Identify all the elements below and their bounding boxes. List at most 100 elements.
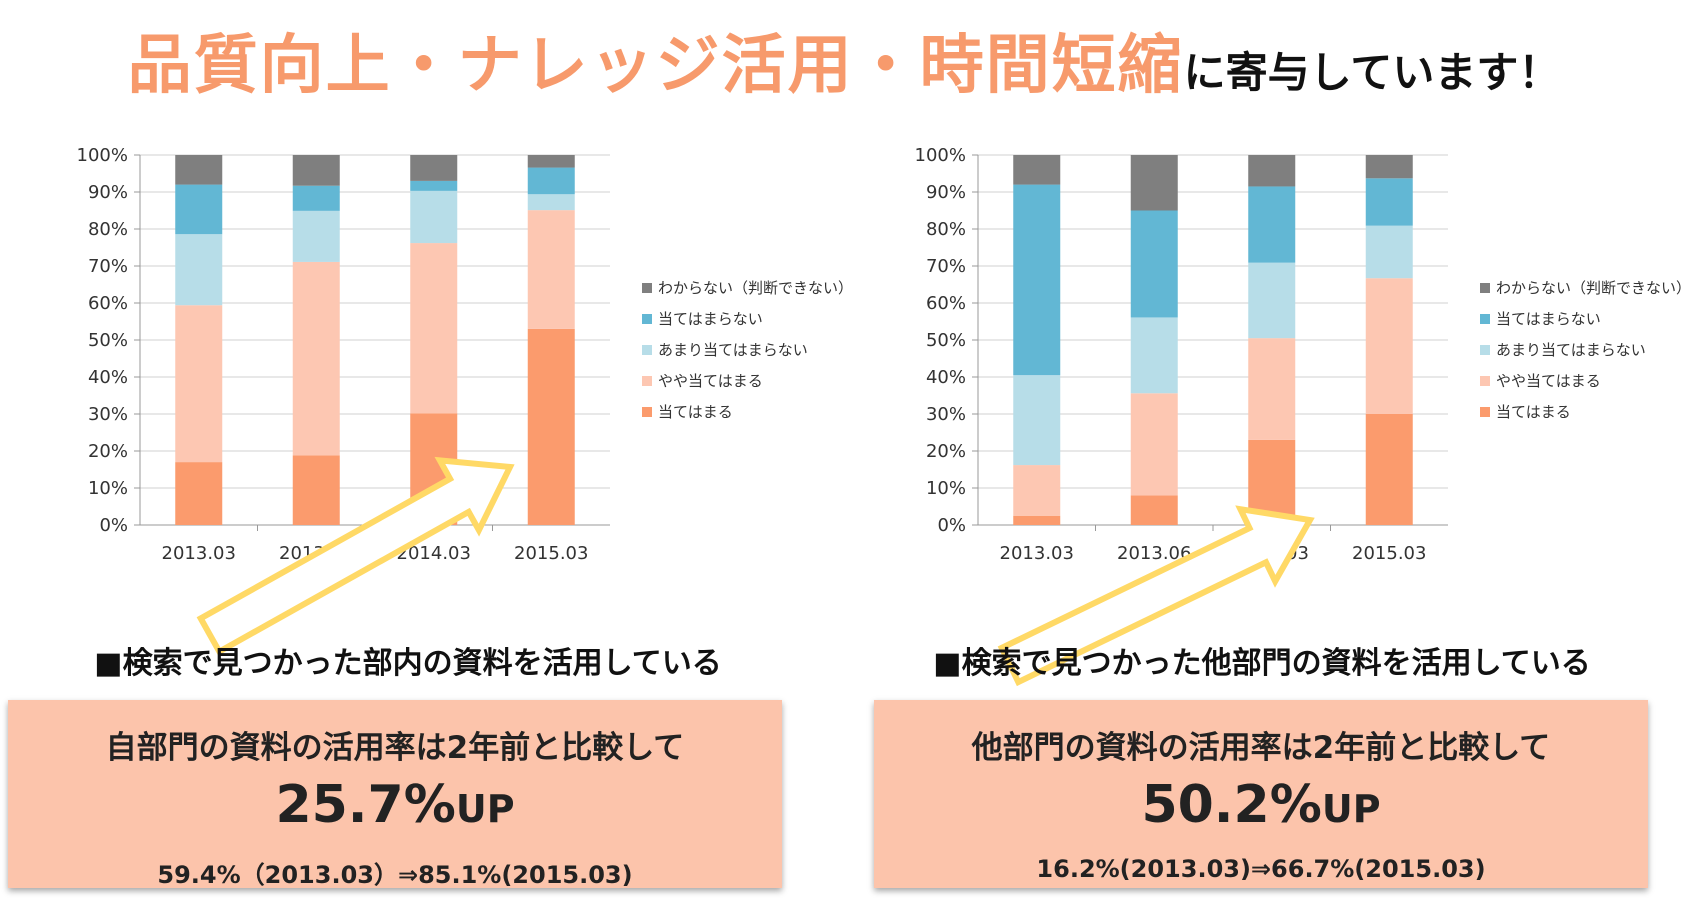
bar-segment [1013, 515, 1061, 525]
y-tick-label: 10% [926, 478, 966, 499]
y-tick-label: 40% [88, 367, 128, 388]
y-tick-label: 50% [88, 330, 128, 351]
legend-label: わからない（判断できない） [1496, 279, 1688, 297]
x-tick-label: 2014.03 [397, 543, 471, 564]
y-tick-label: 30% [88, 404, 128, 425]
y-tick-label: 80% [88, 219, 128, 240]
trend-arrow [196, 456, 515, 656]
y-tick-label: 60% [88, 293, 128, 314]
y-tick-label: 90% [88, 182, 128, 203]
legend-swatch [1480, 407, 1490, 417]
summary-text: 自部門の資料の活用率は2年前と比較して [105, 730, 685, 766]
y-tick-label: 10% [88, 478, 128, 499]
bar-segment [292, 210, 340, 262]
legend-swatch [642, 283, 652, 293]
summary-unit: UP [455, 787, 515, 831]
legend-swatch [1480, 283, 1490, 293]
bar-segment [1013, 465, 1061, 516]
y-tick-label: 30% [926, 404, 966, 425]
x-tick-label: 2015.03 [514, 543, 588, 564]
summary-value: 25.7% [275, 775, 456, 835]
bar-segment [292, 261, 340, 456]
bar-segment [410, 243, 458, 414]
y-tick-label: 20% [88, 441, 128, 462]
bar-segment [175, 234, 223, 306]
y-tick-label: 100% [77, 145, 128, 166]
legend-label: 当てはまらない [1496, 310, 1601, 328]
legend-swatch [642, 376, 652, 386]
summary-highlight: 25.7%UP [8, 773, 782, 849]
bar-segment [1365, 225, 1413, 279]
bar-segment [292, 185, 340, 211]
legend-label: 当てはまらない [658, 310, 763, 328]
bar-segment [175, 305, 223, 463]
bar-segment [1365, 278, 1413, 414]
chart-caption-own-department: ■検索で見つかった部内の資料を活用している [94, 646, 722, 681]
bar-segment [1130, 317, 1178, 394]
legend-swatch [1480, 345, 1490, 355]
bar-segment [527, 194, 575, 211]
y-tick-label: 100% [915, 145, 966, 166]
legend-swatch [642, 407, 652, 417]
bar-segment [527, 155, 575, 168]
summary-value: 50.2% [1141, 775, 1322, 835]
legend-swatch [642, 345, 652, 355]
y-tick-label: 20% [926, 441, 966, 462]
bar-segment [1013, 155, 1061, 185]
bar-segment [175, 462, 223, 525]
summary-detail: 59.4%（2013.03）⇒85.1%(2015.03) [157, 861, 633, 889]
bar-segment [410, 155, 458, 181]
summary-unit: UP [1321, 787, 1381, 831]
bar-segment [410, 180, 458, 191]
bar-segment [1248, 155, 1296, 187]
chart-other-departments: 0% 10% 20% 30% 40% 50% 60% 70% 80% 90% 100% 2013.03… [915, 145, 1688, 687]
bar-segment [1013, 184, 1061, 376]
bar-segment [1365, 155, 1413, 179]
legend-label: 当てはまる [658, 403, 733, 421]
legend-swatch [1480, 376, 1490, 386]
y-tick-label: 40% [926, 367, 966, 388]
bar-segment [1130, 210, 1178, 318]
headline-sub: に寄与しています！ [1183, 48, 1561, 97]
y-tick-label: 90% [926, 182, 966, 203]
bar-segment [527, 167, 575, 195]
y-tick-label: 50% [926, 330, 966, 351]
bar-segment [292, 455, 340, 525]
summary-detail: 16.2%(2013.03)⇒66.7%(2015.03) [1036, 855, 1486, 883]
legend-label: わからない（判断できない） [658, 279, 853, 297]
x-tick-label: 2015.03 [1352, 543, 1426, 564]
bar-segment [1365, 178, 1413, 226]
bar-segment [1130, 393, 1178, 496]
legend-swatch [642, 314, 652, 324]
bar-segment [527, 328, 575, 525]
bar-segment [1130, 155, 1178, 211]
legend-label: あまり当てはまらない [658, 341, 808, 359]
headline-main: 品質向上・ナレッジ活用・時間短縮 [127, 29, 1184, 103]
x-tick-label: 2013.06 [1117, 543, 1191, 564]
bar-segment [1365, 414, 1413, 525]
y-tick-label: 80% [926, 219, 966, 240]
summary-text: 他部門の資料の活用率は2年前と比較して [971, 730, 1551, 766]
legend-label: 当てはまる [1496, 403, 1571, 421]
legend-label: やや当てはまる [1496, 372, 1601, 390]
summary-highlight: 50.2%UP [874, 773, 1648, 849]
bar-segment [527, 210, 575, 329]
legend-label: あまり当てはまらない [1496, 341, 1646, 359]
bar-segment [1013, 375, 1061, 466]
headline: 品質向上・ナレッジ活用・時間短縮に寄与しています！ [0, 14, 1688, 106]
summary-box-other-departments: 他部門の資料の活用率は2年前と比較して 50.2%UP 16.2%(2013.0… [874, 700, 1648, 888]
chart-caption-other-departments: ■検索で見つかった他部門の資料を活用している [933, 646, 1591, 681]
y-tick-label: 70% [88, 256, 128, 277]
trend-arrow [997, 505, 1315, 687]
y-tick-label: 70% [926, 256, 966, 277]
bar-segment [410, 190, 458, 244]
y-tick-label: 0% [937, 515, 966, 536]
y-tick-label: 60% [926, 293, 966, 314]
bar-segment [1130, 495, 1178, 525]
x-tick-label: 2013.03 [162, 543, 236, 564]
bar-segment [175, 184, 223, 235]
summary-box-own-department: 自部門の資料の活用率は2年前と比較して 25.7%UP 59.4%（2013.0… [8, 700, 782, 889]
bar-segment [175, 155, 223, 185]
bar-segment [1248, 262, 1296, 339]
legend-swatch [1480, 314, 1490, 324]
